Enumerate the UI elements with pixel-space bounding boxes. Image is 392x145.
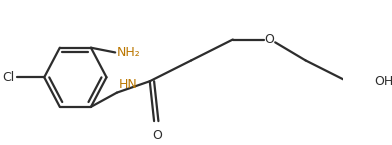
- Text: O: O: [152, 129, 162, 142]
- Text: NH₂: NH₂: [117, 46, 141, 59]
- Text: HN: HN: [119, 78, 137, 91]
- Text: O: O: [264, 33, 274, 46]
- Text: Cl: Cl: [3, 71, 15, 84]
- Text: OH: OH: [375, 75, 392, 88]
